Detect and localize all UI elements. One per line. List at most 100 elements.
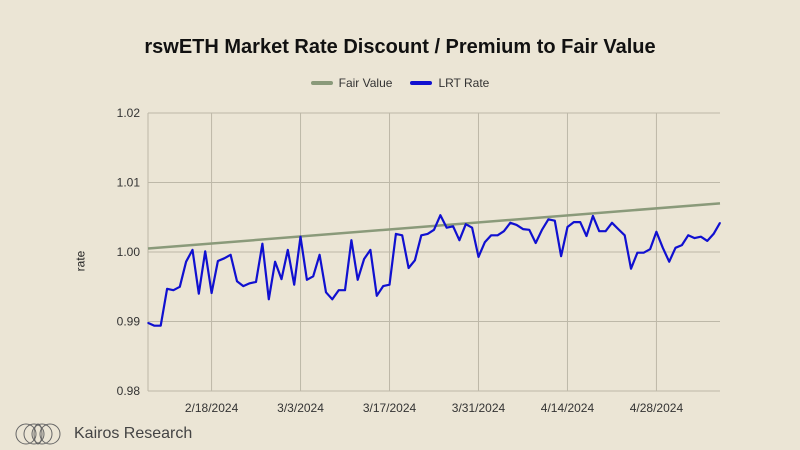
lrt-rate-point [280,278,283,280]
lrt-rate-point [159,324,162,327]
lrt-rate-point [617,228,620,230]
x-tick-label: 2/18/2024 [185,401,239,415]
lrt-rate-point [484,241,486,244]
lrt-rate-point [630,267,632,270]
y-tick-label: 1.00 [117,245,141,259]
lrt-rate-point [662,247,664,249]
lrt-rate-point [579,221,581,223]
brand: Kairos Research [14,422,192,446]
y-tick-label: 1.02 [117,106,141,120]
lrt-rate-point [185,260,187,263]
lrt-rate-point [318,253,321,256]
lrt-rate-point [509,222,512,224]
lrt-rate-point [452,225,454,228]
lrt-rate-point [217,260,219,262]
y-tick-label: 0.98 [117,384,141,398]
lrt-rate-point [267,298,270,301]
lrt-rate-point [547,218,550,221]
fair-value-line [147,202,721,250]
legend-swatch [310,81,333,85]
lrt-rate-point [344,289,346,292]
lrt-rate-point [687,234,690,237]
lrt-rate-point [706,240,709,242]
lrt-rate-point [331,298,334,301]
lrt-rate-point [242,285,245,287]
lrt-rate-point [623,234,626,237]
lrt-rate-point [388,283,391,286]
lrt-rate-point [299,235,302,238]
lrt-rate-point [223,257,226,260]
lrt-rate-point [178,285,181,288]
lrt-rate-point [337,289,340,292]
lrt-rate-point [464,223,467,225]
series-lines [147,202,721,327]
lrt-rate-point [306,279,308,281]
lrt-rate-point [636,251,639,254]
lrt-rate-point [712,233,715,235]
legend-swatch [410,81,433,85]
kairos-logo-icon [15,423,61,445]
lrt-rate-point [204,250,206,253]
lrt-rate-point [376,294,378,297]
grid [147,112,720,392]
lrt-rate-point [585,235,588,237]
lrt-rate-point [503,230,505,232]
x-tick-label: 3/17/2024 [363,401,417,415]
lrt-rate-point [350,239,353,241]
lrt-rate-point [560,255,562,257]
lrt-rate-point [592,215,594,217]
lrt-rate-point [356,279,359,281]
x-tick-label: 4/28/2024 [630,401,684,415]
lrt-rate-point [172,289,175,292]
lrt-rate-point [198,292,200,295]
lrt-rate-point [496,234,499,237]
lrt-rate-point [541,228,543,231]
legend-label: LRT Rate [438,76,490,90]
lrt-rate-point [287,249,289,251]
lrt-rate-point [649,248,651,251]
legend-item-fair-value: Fair Value [310,76,393,90]
lrt-rate-point [420,234,423,237]
lrt-rate-point [363,258,365,260]
lrt-rate-point [573,221,575,223]
legend-item-lrt-rate: LRT Rate [410,76,489,90]
lrt-rate-point [248,282,251,285]
x-tick-label: 3/31/2024 [452,401,506,415]
y-axis-label: rate [73,250,88,272]
lrt-rate-point [325,291,327,294]
lrt-rate-point [439,214,442,216]
legend-label: Fair Value [338,76,393,90]
lrt-rate-point [293,283,295,286]
lrt-rate-point [566,226,569,228]
lrt-rate-point [553,219,556,222]
legend: Fair Value LRT Rate [0,76,800,90]
lrt-rate-point [147,322,149,324]
lrt-rate-point [700,235,702,238]
lrt-rate-point [604,230,607,232]
lrt-rate-point [598,230,601,232]
lrt-rate-point [261,242,264,245]
tick-labels: 0.98 0.99 1.00 1.01 1.02 2/18/2024 3/3/2024 3/1… [117,106,684,415]
lrt-rate-point [674,247,677,249]
lrt-rate-point [642,251,645,254]
lrt-rate-point [153,324,156,327]
lrt-rate-point [369,249,372,251]
lrt-rate-point [458,239,461,241]
lrt-rate-point [395,233,397,235]
y-tick-label: 1.01 [117,176,141,190]
lrt-rate-point [471,226,473,229]
lrt-rate-point [611,222,613,224]
lrt-rate-point [229,253,232,256]
lrt-rate-point [433,228,435,231]
lrt-rate-point [191,249,194,251]
lrt-rate-point [515,224,518,226]
lrt-rate-point [210,292,213,294]
lrt-rate-point [528,228,531,231]
lrt-rate-point [490,234,493,237]
lrt-rate-point [236,280,238,282]
lrt-rate-point [274,260,276,263]
lrt-rate-point [382,285,384,287]
lrt-rate-point [655,231,658,233]
lrt-rate-point [534,242,537,244]
